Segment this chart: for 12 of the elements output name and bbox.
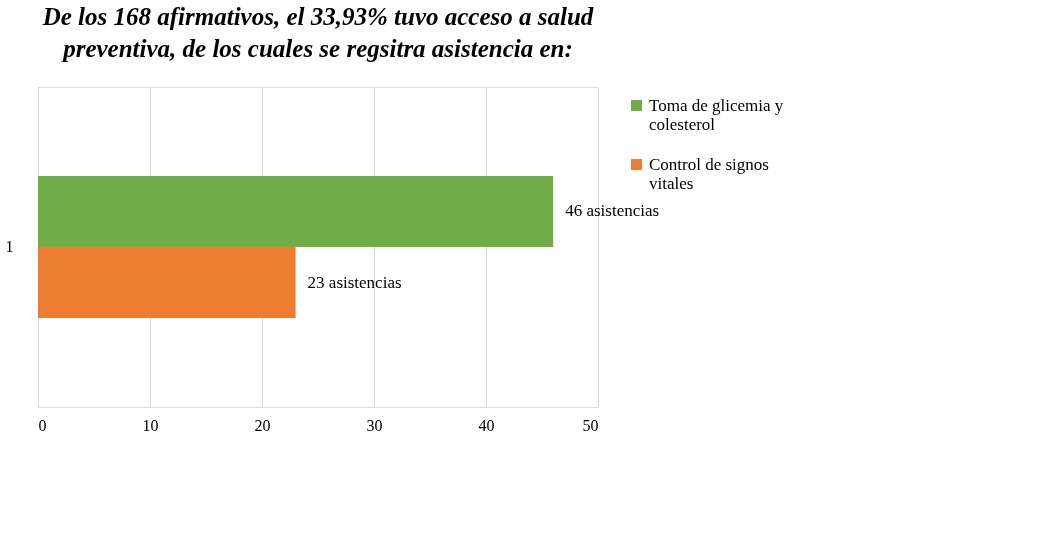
data-label: 23 asistencias <box>307 272 402 292</box>
y-tick-label: 1 <box>5 238 14 255</box>
x-tick-label: 0 <box>38 416 47 434</box>
x-tick-label: 40 <box>478 416 495 434</box>
legend-label: Control de signos vitales <box>649 154 769 193</box>
x-tick-label: 50 <box>582 416 599 434</box>
x-tick-label: 20 <box>254 416 271 434</box>
legend-label: Toma de glicemia y colesterol <box>649 95 784 134</box>
x-tick-label: 30 <box>366 416 383 434</box>
data-label: 46 asistencias <box>565 201 660 221</box>
x-tick-label: 10 <box>142 416 159 434</box>
chart-title: De los 168 afirmativos, el 33,93% tuvo acceso a salud preventiva, de los cuales se regsitra asistencia en: <box>41 3 594 62</box>
